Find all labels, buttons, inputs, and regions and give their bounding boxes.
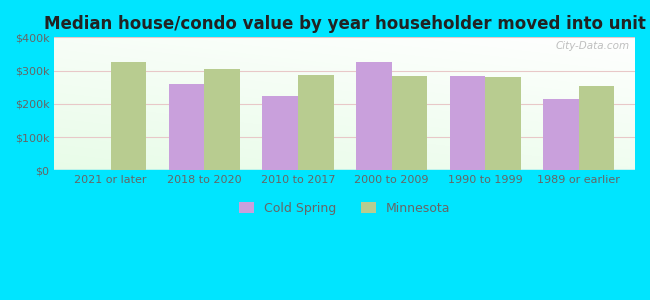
Title: Median house/condo value by year householder moved into unit: Median house/condo value by year househo… [44,15,645,33]
Bar [485,77,521,170]
Bar [578,86,614,170]
Legend: Cold Spring, Minnesota: Cold Spring, Minnesota [234,197,456,220]
Bar [543,99,578,170]
Bar [263,97,298,170]
Bar [391,76,427,170]
Bar [204,69,240,170]
Bar [111,62,146,170]
Bar [450,76,485,170]
Bar [298,75,333,170]
Bar [356,62,391,170]
Bar [169,84,204,170]
Text: City-Data.com: City-Data.com [555,41,629,51]
